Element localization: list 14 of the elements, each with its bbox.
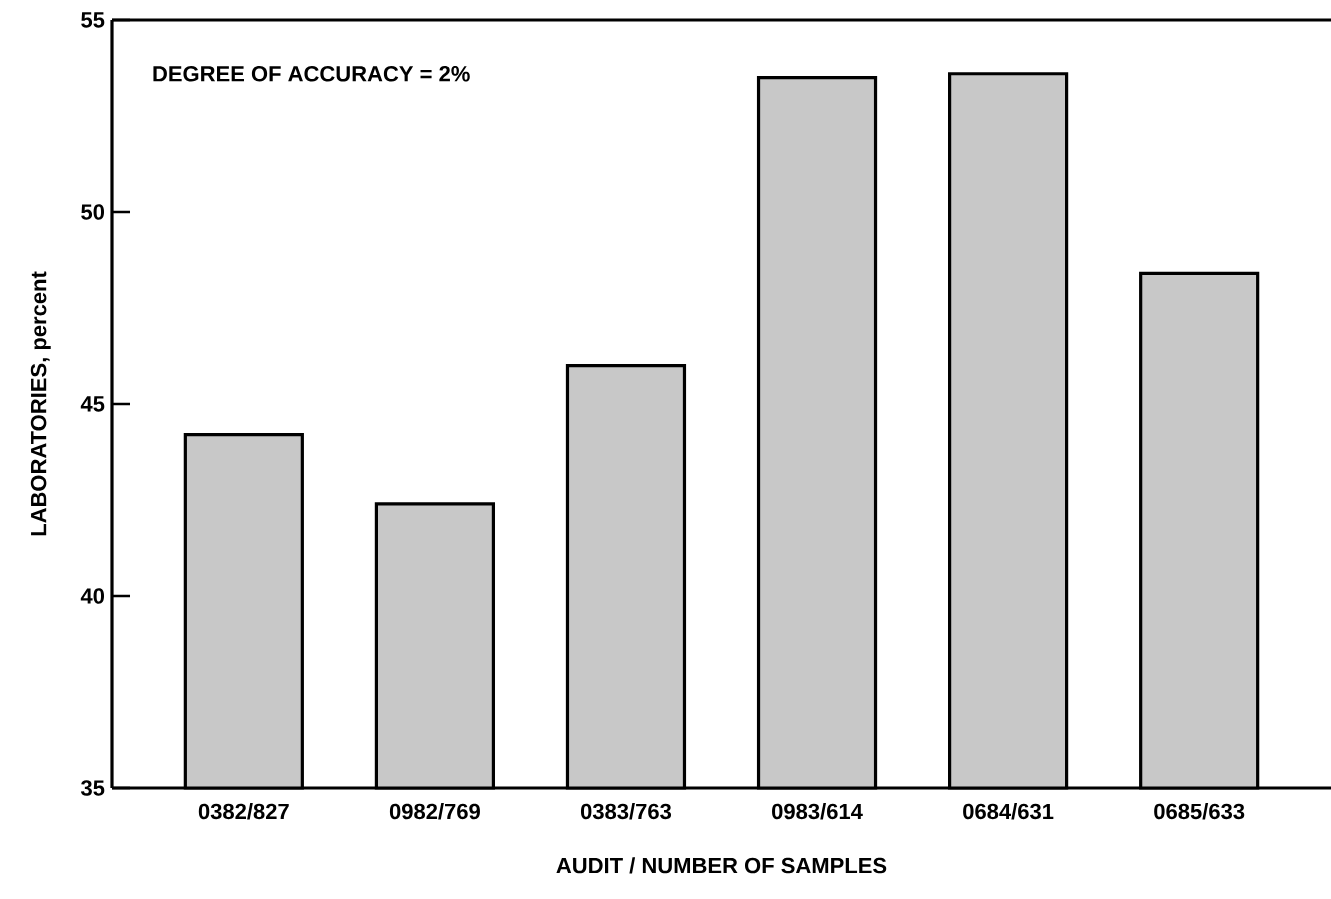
y-tick-label: 45 (80, 396, 105, 412)
y-tick-label: 40 (80, 588, 105, 604)
x-tick-label: 0982/769 (389, 803, 480, 820)
x-tick-label: 0685/633 (1154, 803, 1245, 820)
y-tick-label: 55 (81, 12, 105, 28)
annotation: DEGREE OF ACCURACY = 2% (153, 65, 470, 82)
x-tick-label: 0382/827 (198, 803, 289, 820)
y-axis-title: LABORATORIES, percent (30, 271, 51, 536)
x-axis-title: AUDIT / NUMBER OF SAMPLES (556, 857, 887, 874)
x-tick-label: 0383/763 (580, 803, 672, 820)
y-tick-label: 35 (80, 780, 105, 796)
y-tick-label: 50 (81, 204, 105, 220)
x-tick-label: 0684/631 (963, 803, 1054, 820)
x-tick-label: 0983/614 (772, 803, 863, 820)
